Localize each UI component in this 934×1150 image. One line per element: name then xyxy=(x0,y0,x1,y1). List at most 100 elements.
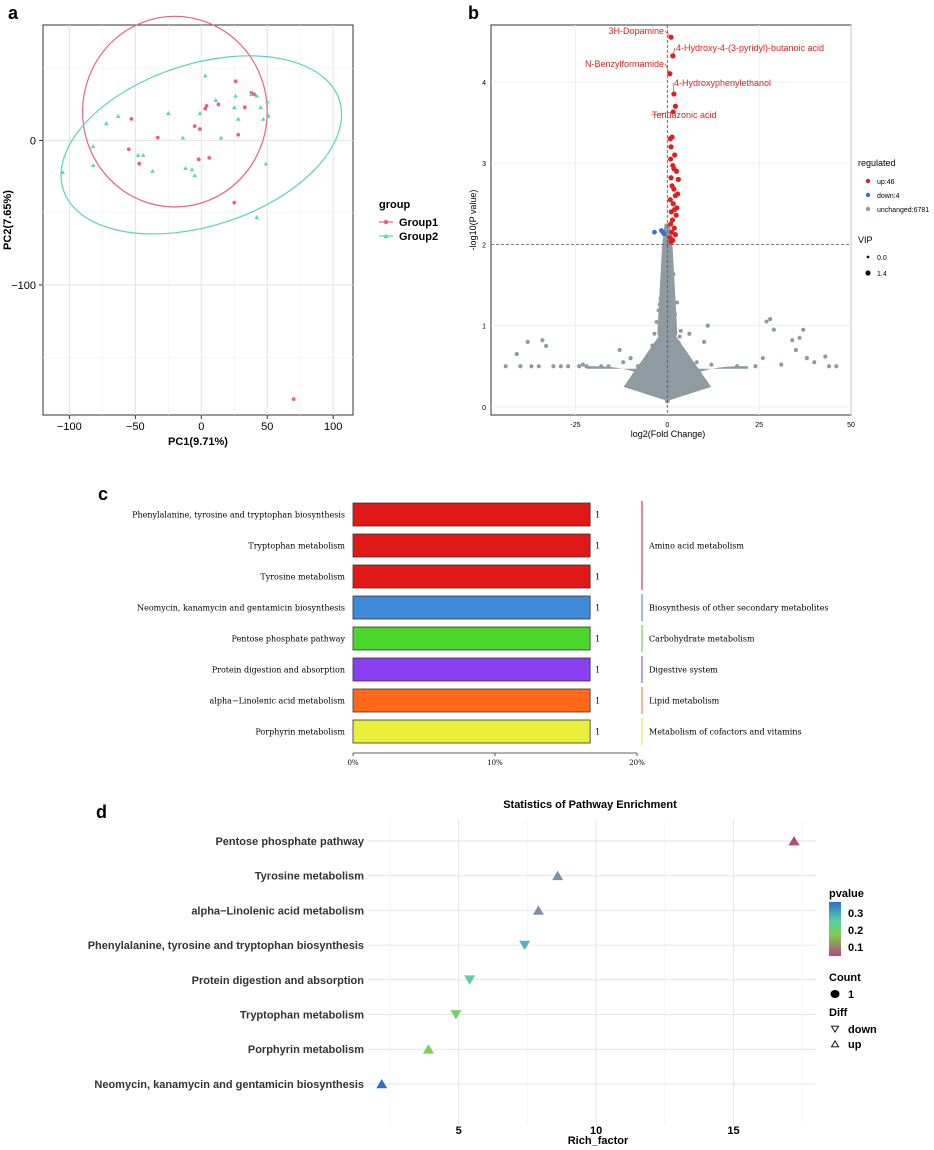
pca-point-group2 xyxy=(263,161,269,166)
volcano-annotation-label: 4-Hydroxy-4-(3-pyridyl)-butanoic acid xyxy=(676,43,824,53)
enrichment-plot-background xyxy=(368,820,816,1142)
volcano-unchanged-point xyxy=(503,364,508,369)
volcano-size-legend-label: 1.4 xyxy=(877,271,887,278)
volcano-up-point xyxy=(668,221,674,227)
pca-y-tick-label: 0 xyxy=(30,136,36,148)
pca-point-group2 xyxy=(254,93,260,98)
pca-point-group2 xyxy=(166,111,171,115)
enrichment-point-up xyxy=(788,836,800,846)
volcano-unchanged-point xyxy=(701,339,707,344)
pvalue-colorbar-label: 0.3 xyxy=(848,908,863,920)
volcano-unchanged-point xyxy=(665,307,670,312)
enrichment-y-labels: Pentose phosphate pathway Tyrosine metabo… xyxy=(88,836,365,1091)
pca-point-group2 xyxy=(135,152,141,157)
volcano-y-tick-label: 4 xyxy=(482,80,486,87)
pathway-class-bar-chart: Phenylalanine, tyrosine and tryptophan b… xyxy=(132,501,829,767)
pca-ellipse-group1 xyxy=(81,15,268,208)
volcano-legend-marker xyxy=(865,192,871,198)
volcano-unchanged-point xyxy=(709,362,714,367)
pca-x-tick-label: 50 xyxy=(261,421,273,433)
pca-point-group1 xyxy=(137,161,142,166)
pca-point-group2 xyxy=(258,105,263,110)
pca-point-group2 xyxy=(90,163,96,167)
pca-point-group1 xyxy=(203,106,208,111)
pvalue-colorbar xyxy=(829,902,841,956)
volcano-unchanged-point xyxy=(544,343,549,349)
pca-point-group1 xyxy=(232,200,237,205)
volcano-unchanged-point xyxy=(665,353,670,358)
count-legend-marker xyxy=(830,990,840,998)
volcano-unchanged-point xyxy=(826,364,832,369)
pca-point-group2 xyxy=(115,113,121,118)
volcano-unchanged-point xyxy=(790,338,795,343)
pca-point-group2 xyxy=(260,116,266,121)
volcano-unchanged-point xyxy=(658,296,663,301)
volcano-annotation-leader xyxy=(672,47,676,56)
volcano-down-point xyxy=(661,231,667,237)
volcano-unchanged-point xyxy=(705,323,710,328)
pathway-class-bar xyxy=(352,719,591,744)
pathway-class-group-label: Lipid metabolism xyxy=(649,697,720,706)
enrichment-category-label: alpha−Linolenic acid metabolism xyxy=(191,905,364,917)
pca-point-group1 xyxy=(126,147,131,152)
volcano-unchanged-point xyxy=(577,364,582,369)
volcano-unchanged-point xyxy=(518,364,523,369)
pca-point-group1 xyxy=(196,157,201,162)
pca-y-ticks: 0 −100 xyxy=(11,136,43,292)
pca-ellipse-group2 xyxy=(60,55,343,235)
pca-point-group1 xyxy=(192,124,197,129)
pca-point-group2 xyxy=(254,215,260,219)
volcano-x-tick-label: 0 xyxy=(665,422,669,429)
volcano-up-point xyxy=(674,205,680,211)
enrichment-x-tick-label: 10 xyxy=(590,1125,602,1137)
pathway-class-category-label: Tyrosine metabolism xyxy=(260,573,345,582)
pathway-class-group-label: Metabolism of cofactors and vitamins xyxy=(649,728,802,737)
volcano-unchanged-point xyxy=(662,324,667,329)
volcano-up-point xyxy=(672,103,679,109)
pca-point-group2 xyxy=(266,113,271,118)
volcano-unchanged-point xyxy=(675,346,680,351)
volcano-annotation-leader xyxy=(664,63,671,74)
volcano-unchanged-point xyxy=(580,362,585,367)
pathway-class-bar xyxy=(352,657,591,682)
volcano-unchanged-point xyxy=(753,364,758,369)
volcano-annotation-label: 3H-Dopamine xyxy=(608,26,664,36)
volcano-unchanged-point xyxy=(656,308,661,313)
enrichment-category-label: Tyrosine metabolism xyxy=(255,871,364,883)
pca-y-tick-label: −100 xyxy=(11,280,36,292)
volcano-unchanged-point xyxy=(735,364,740,369)
pathway-class-category-label: Tryptophan metabolism xyxy=(248,542,345,551)
pca-ellipses xyxy=(60,15,343,235)
pca-point-group1 xyxy=(233,79,238,84)
enrichment-points xyxy=(376,836,800,1089)
volcano-x-tick-label: -25 xyxy=(570,422,580,429)
volcano-unchanged-point xyxy=(621,360,626,365)
enrichment-point-down xyxy=(464,975,476,985)
volcano-up-point xyxy=(669,229,675,235)
count-legend-label: 1 xyxy=(848,989,854,1001)
volcano-x-ticks: -25 0 25 50 xyxy=(570,422,855,429)
volcano-unchanged-point xyxy=(551,364,556,369)
volcano-unchanged-point xyxy=(654,320,659,325)
diff-legend-label: up xyxy=(848,1039,862,1051)
pca-point-group1 xyxy=(216,102,221,107)
volcano-up-point xyxy=(669,217,676,223)
volcano-annotations: 3H-Dopamine 4-Hydroxy-4-(3-pyridyl)-butan… xyxy=(585,26,824,120)
pca-point-group2 xyxy=(202,73,208,78)
enrichment-point-up xyxy=(376,1078,388,1089)
volcano-y-tick-label: 1 xyxy=(482,324,486,331)
diff-legend-marker-up xyxy=(830,1039,840,1048)
enrichment-point-up xyxy=(422,1044,434,1054)
enrichment-gridlines xyxy=(368,820,816,1125)
volcano-annotation-leader xyxy=(650,111,674,116)
volcano-x-axis-label: log2(Fold Change) xyxy=(631,429,706,439)
pca-plot: −100 −50 0 50 100 0 −100 PC1(9.71%) PC2(7.65%… xyxy=(2,15,438,448)
pathway-class-value-label: 1 xyxy=(595,728,600,737)
volcano-y-ticks: 0 1 2 3 4 xyxy=(482,80,486,412)
pca-gridlines xyxy=(43,25,353,415)
volcano-up-point xyxy=(673,168,680,174)
pathway-class-bar xyxy=(352,688,591,713)
volcano-unchanged-point xyxy=(599,364,604,369)
pca-point-group2 xyxy=(90,144,96,149)
pca-points xyxy=(60,73,296,402)
